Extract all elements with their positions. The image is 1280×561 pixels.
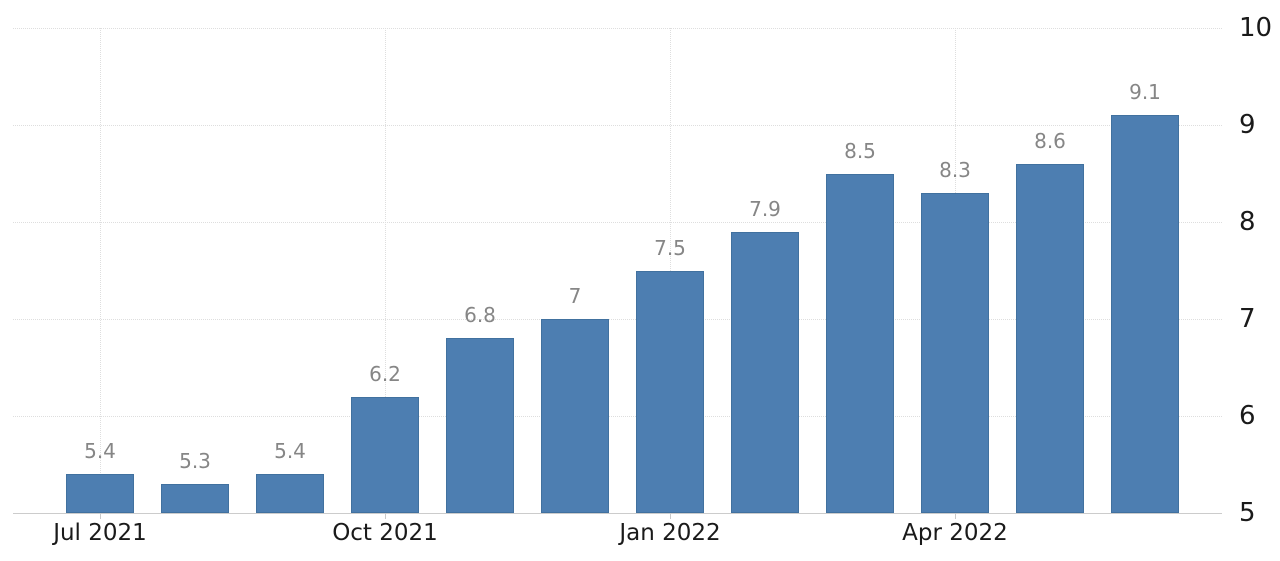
bar-value-label-8: 7.9 [749, 196, 781, 221]
bar-12[interactable] [1111, 115, 1179, 513]
bar-2[interactable] [161, 483, 229, 513]
bar-11[interactable] [1016, 163, 1084, 513]
bar-value-label-10: 8.3 [939, 157, 971, 182]
bar-5[interactable] [446, 338, 514, 513]
bar-value-label-2: 5.3 [179, 448, 211, 473]
gridline-h-6 [13, 416, 1222, 417]
bar-value-label-7: 7.5 [654, 235, 686, 260]
y-tick-label-9: 9 [1239, 110, 1256, 140]
bar-1[interactable] [66, 474, 134, 513]
y-tick-label-8: 8 [1239, 207, 1256, 237]
y-tick-label-5: 5 [1239, 498, 1256, 528]
gridline-h-7 [13, 319, 1222, 320]
bar-3[interactable] [256, 474, 324, 513]
bar-10[interactable] [921, 192, 989, 513]
y-tick-label-7: 7 [1239, 304, 1256, 334]
gridline-h-5 [13, 513, 1222, 514]
y-tick-label-10: 10 [1239, 13, 1273, 43]
bar-8[interactable] [731, 231, 799, 513]
gridline-v-jul-2021 [100, 28, 101, 513]
bar-value-label-4: 6.2 [369, 361, 401, 386]
x-tick-label-jan-2022: Jan 2022 [619, 520, 721, 546]
bar-value-label-5: 6.8 [464, 303, 496, 328]
bar-value-label-1: 5.4 [84, 439, 116, 464]
y-tick-label-6: 6 [1239, 401, 1256, 431]
gridline-h-9 [13, 125, 1222, 126]
x-tick-label-jul-2021: Jul 2021 [53, 520, 147, 546]
bar-6[interactable] [541, 319, 609, 513]
x-tick-label-oct-2021: Oct 2021 [332, 520, 438, 546]
x-tick-label-apr-2022: Apr 2022 [902, 520, 1008, 546]
bar-value-label-12: 9.1 [1129, 80, 1161, 105]
gridline-h-8 [13, 222, 1222, 223]
bar-7[interactable] [636, 270, 704, 513]
x-tick-mark [385, 513, 386, 519]
x-tick-mark [670, 513, 671, 519]
bar-value-label-3: 5.4 [274, 439, 306, 464]
bar-4[interactable] [351, 396, 419, 513]
bar-value-label-11: 8.6 [1034, 128, 1066, 153]
bar-9[interactable] [826, 173, 894, 513]
bar-value-label-9: 8.5 [844, 138, 876, 163]
gridline-h-10 [13, 28, 1222, 29]
x-tick-mark [100, 513, 101, 519]
gridline-v-oct-2021 [385, 28, 386, 513]
x-tick-mark [955, 513, 956, 519]
bar-value-label-6: 7 [568, 284, 582, 308]
